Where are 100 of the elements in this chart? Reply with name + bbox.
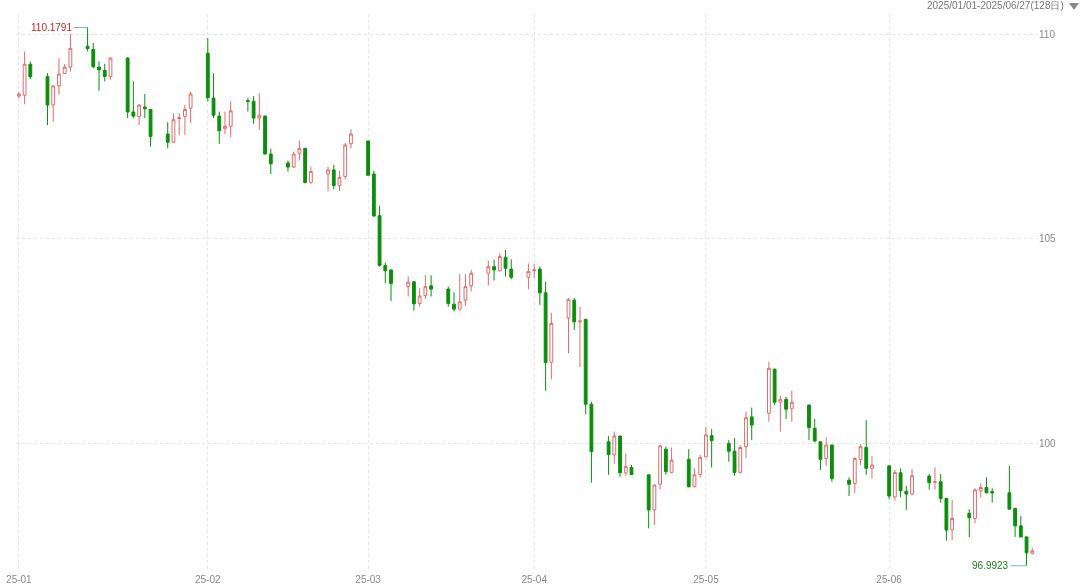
text: 2025/01/01-2025/06/27(128日): [927, 0, 1064, 11]
candlestick: [251, 95, 256, 125]
candlestick: [532, 263, 537, 279]
candlestick: [102, 63, 107, 82]
candlestick: [171, 112, 176, 144]
candlestick: [967, 508, 972, 538]
candlestick: [343, 142, 348, 180]
candlestick: [870, 455, 874, 480]
candlestick: [286, 160, 290, 173]
candlestick: [188, 91, 193, 124]
candlestick: [308, 166, 313, 185]
candlestick: [652, 483, 657, 526]
candlestick: [177, 112, 182, 136]
candlestick: [789, 390, 794, 423]
candlestick: [137, 103, 141, 126]
candlestick: [784, 396, 788, 420]
candlestick: [148, 108, 153, 148]
candlestick: [526, 262, 531, 290]
x-tick-label: 25-04: [521, 574, 548, 585]
candlestick: [331, 164, 336, 190]
y-tick-label: 105: [1039, 233, 1057, 245]
candlestick: [366, 140, 371, 177]
candlestick: [349, 128, 353, 149]
candlestick: [778, 395, 783, 433]
candlestick: [549, 312, 554, 380]
candlestick: [91, 42, 96, 69]
candlestick: [847, 476, 851, 497]
x-tick-label: 25-01: [6, 574, 33, 585]
candlestick: [263, 115, 267, 155]
candlestick: [537, 266, 542, 306]
candlestick: [492, 259, 496, 282]
candlestick: [97, 60, 101, 92]
candlestick: [629, 464, 634, 476]
candlestick: [749, 407, 754, 441]
candlestick: [326, 166, 330, 193]
candlestick: [709, 428, 714, 468]
candlestick: [732, 437, 737, 477]
candlestick: [1013, 507, 1017, 538]
candlestick: [429, 274, 433, 297]
candlestick: [910, 468, 914, 496]
candlestick: [389, 268, 393, 302]
candlestick: [543, 281, 548, 392]
candlestick: [45, 72, 50, 126]
candlestick: [51, 84, 56, 123]
y-tick-label: 100: [1039, 437, 1057, 449]
candlestick: [303, 147, 308, 184]
candlestick: [142, 93, 147, 119]
candlestick: [228, 100, 233, 138]
candlestick: [486, 260, 491, 286]
candlestick: [457, 273, 462, 312]
candlestick: [726, 439, 731, 463]
candlestick: [22, 51, 27, 105]
candlestick: [767, 361, 771, 423]
candlestick: [16, 91, 21, 99]
candlestick: [257, 92, 262, 131]
x-tick-label: 25-03: [355, 574, 382, 585]
candlestick: [623, 452, 628, 477]
candlestick: [268, 148, 273, 175]
candlestick: [738, 444, 743, 474]
candlestick: [245, 97, 250, 113]
annotation: 110.1791: [31, 22, 73, 33]
candlestick: [618, 435, 622, 478]
candlestick: [452, 291, 456, 313]
candlestick: [446, 286, 451, 308]
candlestick: [1024, 535, 1029, 567]
candlestick: [704, 426, 708, 458]
candlestick: [978, 482, 983, 498]
candlestick: [927, 473, 932, 491]
candlestick: [28, 60, 33, 80]
candlestick: [658, 444, 663, 491]
candlestick: [165, 121, 170, 149]
candlestick: [183, 104, 187, 136]
candlestick: [950, 499, 955, 541]
candlestick: [772, 368, 777, 406]
candlestick: [663, 446, 668, 476]
candlestick: [371, 170, 376, 217]
candlestick: [933, 467, 937, 491]
annotation: 96.9923: [972, 560, 1009, 571]
y-tick-label: 110: [1039, 29, 1056, 41]
candlestick: [807, 404, 811, 441]
candlestick: [606, 435, 611, 476]
candlestick: [646, 473, 651, 529]
x-tick-label: 25-05: [693, 574, 720, 585]
candlestick: [829, 444, 834, 483]
candlestick: [973, 487, 977, 524]
x-tick-label: 25-02: [195, 574, 222, 585]
candlestick: [108, 56, 113, 81]
candlestick: [686, 448, 691, 488]
candlestick: [1007, 465, 1012, 510]
candlestick: [824, 436, 829, 467]
candlestick: [578, 306, 582, 368]
candlestick: [572, 297, 577, 331]
candlestick: [887, 464, 892, 500]
candlestick: [406, 275, 411, 297]
candlestick: [864, 419, 869, 476]
candlestick: [1018, 515, 1023, 538]
candlestick: [57, 57, 61, 96]
candlestick: [904, 485, 909, 511]
x-tick-label: 25-06: [876, 574, 903, 585]
candlestick: [412, 280, 416, 312]
